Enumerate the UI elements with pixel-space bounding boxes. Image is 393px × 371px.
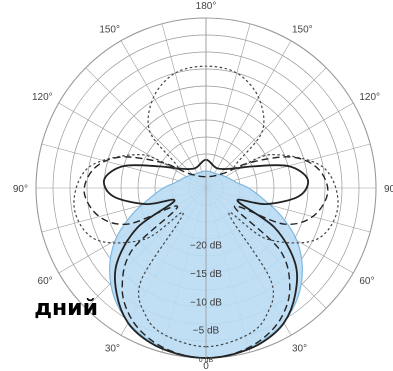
db-label: −10 dB xyxy=(190,297,222,308)
angle-label: 60° xyxy=(359,276,374,287)
grid-spoke xyxy=(205,67,327,189)
grid-spoke xyxy=(85,67,207,189)
angle-label: 180° xyxy=(196,1,217,12)
angle-labels: 180° 150° 150° 120° 120° 90° 90 60° 60° 30° 30° 0 xyxy=(13,1,393,371)
polar-curve-long-dash xyxy=(83,156,329,359)
grid-spoke xyxy=(161,23,207,189)
db-label: −15 dB xyxy=(190,269,222,280)
angle-label: 150° xyxy=(292,25,313,36)
db-label: −20 dB xyxy=(190,241,222,252)
angle-label: 30° xyxy=(292,343,307,354)
grid-spoke xyxy=(205,23,251,189)
angle-label: 30° xyxy=(105,343,120,354)
db-label: −5 dB xyxy=(193,326,220,337)
angle-label: 120° xyxy=(359,92,380,103)
angle-label: 90 xyxy=(384,184,393,195)
angle-label: 150° xyxy=(99,25,120,36)
angle-label: 90° xyxy=(13,184,28,195)
db-label: 0 dB xyxy=(199,357,214,364)
grid-spoke xyxy=(58,102,207,189)
grid-spoke xyxy=(205,40,292,189)
angle-label: 0 xyxy=(203,361,209,371)
angle-label: 120° xyxy=(32,92,53,103)
grid-spoke xyxy=(205,102,354,189)
overlay-word: дний xyxy=(34,296,98,321)
angle-label: 60° xyxy=(38,276,53,287)
db-labels: −20 dB −15 dB −10 dB −5 dB 0 dB xyxy=(190,241,222,364)
grid-spoke xyxy=(120,40,207,189)
